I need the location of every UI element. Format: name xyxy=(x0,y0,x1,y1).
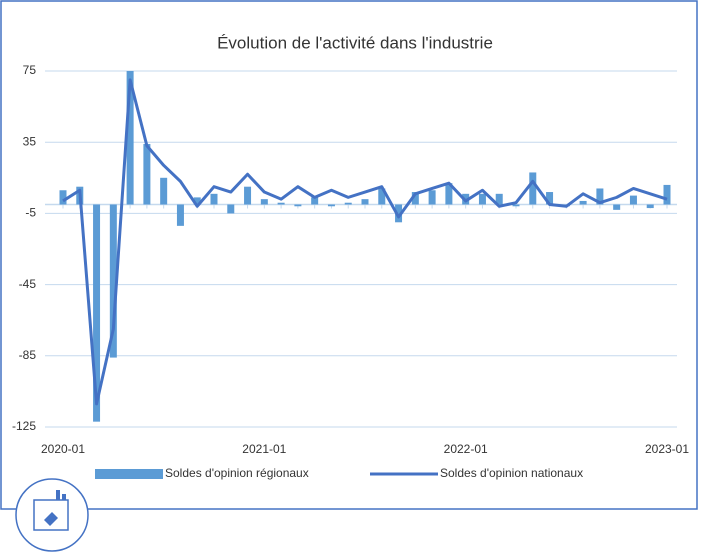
bar xyxy=(596,188,604,205)
bar xyxy=(176,204,184,226)
y-tick-label: -45 xyxy=(19,277,37,291)
bar xyxy=(495,193,503,205)
bar xyxy=(411,192,419,205)
x-tick-label: 2020-01 xyxy=(41,442,85,456)
bar xyxy=(579,200,587,205)
bar xyxy=(663,184,671,205)
logo-icon xyxy=(15,478,89,552)
bar xyxy=(210,193,218,205)
legend-label: Soldes d'opinion régionaux xyxy=(165,466,309,480)
bar xyxy=(529,172,537,205)
bar xyxy=(613,204,621,210)
bar xyxy=(546,192,554,205)
chart-frame xyxy=(0,0,698,510)
bar xyxy=(59,190,67,205)
bar xyxy=(361,199,369,205)
bar xyxy=(629,195,637,205)
bar xyxy=(160,177,168,205)
bar xyxy=(294,204,302,207)
x-tick-label: 2022-01 xyxy=(444,442,488,456)
chart-title: Évolution de l'activité dans l'industrie xyxy=(217,33,493,52)
y-tick-label: -5 xyxy=(25,206,36,220)
bar xyxy=(646,204,654,209)
bar xyxy=(478,193,486,205)
x-tick-label: 2021-01 xyxy=(242,442,286,456)
bar xyxy=(227,204,235,214)
legend-label: Soldes d'opinion nationaux xyxy=(440,466,583,480)
legend-swatch xyxy=(95,469,163,479)
bar xyxy=(445,183,453,205)
bar xyxy=(277,202,285,205)
bar xyxy=(428,190,436,205)
bar xyxy=(311,197,319,205)
y-tick-label: -125 xyxy=(12,419,36,433)
bar xyxy=(109,204,117,358)
line xyxy=(62,78,668,406)
y-tick-label: -85 xyxy=(19,348,37,362)
y-tick-label: 75 xyxy=(23,63,37,77)
bar xyxy=(378,188,386,205)
bar xyxy=(260,199,268,205)
bar xyxy=(512,204,520,207)
bar xyxy=(93,204,101,422)
bar xyxy=(193,197,201,205)
bar xyxy=(344,202,352,205)
bar xyxy=(327,204,335,207)
bar xyxy=(143,143,151,205)
bar xyxy=(244,186,252,205)
bar xyxy=(395,204,403,223)
y-tick-label: 35 xyxy=(23,134,37,148)
x-tick-label: 2023-01 xyxy=(645,442,689,456)
bar xyxy=(126,71,134,205)
